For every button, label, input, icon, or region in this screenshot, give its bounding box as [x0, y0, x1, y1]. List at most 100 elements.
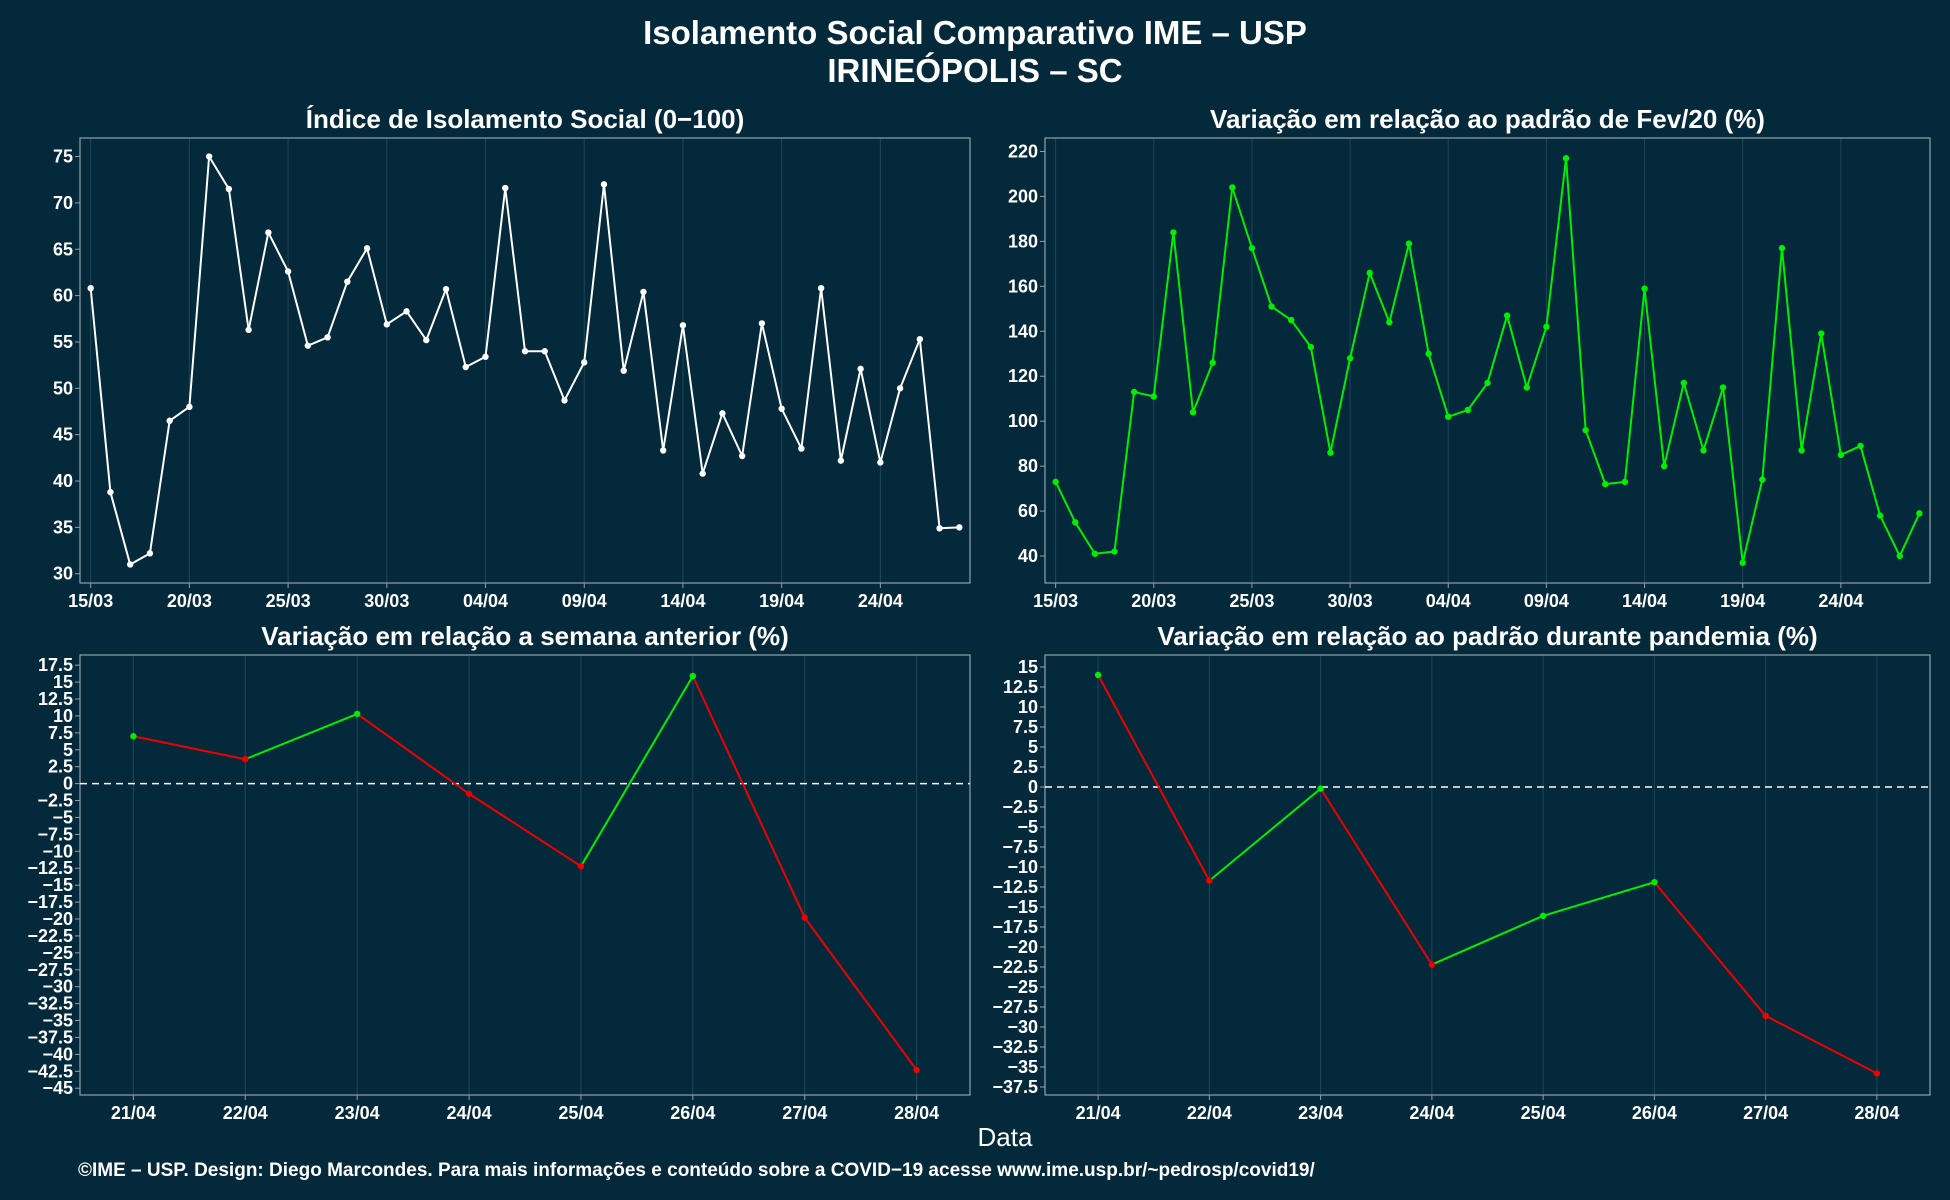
series-segment [939, 526, 960, 530]
data-point [916, 335, 924, 343]
data-point [1268, 303, 1275, 310]
series-segment [1840, 444, 1861, 456]
series-segment [227, 188, 250, 331]
series-segment [721, 412, 744, 457]
panel-2: Variação em relação ao padrão de Fev/20 … [1008, 104, 1931, 611]
y-tick-label: 75 [53, 147, 73, 167]
data-point [896, 385, 904, 392]
y-tick-label: −15 [1007, 897, 1038, 917]
series-segment [1467, 382, 1489, 411]
series-segment [133, 735, 246, 761]
data-point [482, 353, 489, 360]
footer-credits: ©IME – USP. Design: Diego Marcondes. Par… [78, 1160, 1315, 1181]
x-tick-label: 20/03 [167, 591, 212, 611]
series-segment [346, 247, 368, 283]
x-tick-label: 24/04 [858, 591, 903, 611]
series-segment [307, 336, 328, 347]
series-segment [1250, 247, 1273, 307]
data-point [738, 452, 746, 460]
series-segment [899, 338, 921, 389]
data-point [581, 359, 588, 366]
data-point [166, 417, 173, 424]
x-tick-label: 24/04 [1818, 591, 1863, 611]
y-tick-label: 35 [53, 517, 73, 537]
series-segment [1447, 408, 1469, 418]
x-tick-label: 25/04 [1521, 1103, 1566, 1123]
x-axis-caption: Data [978, 1122, 1033, 1152]
y-tick-label: −40 [42, 1044, 73, 1064]
y-tick-label: 140 [1008, 321, 1038, 341]
data-point [699, 470, 706, 477]
series-segment [1309, 346, 1332, 453]
data-point [1539, 912, 1547, 919]
series-segment [1898, 512, 1921, 557]
series-segment [1319, 788, 1433, 966]
data-point [130, 733, 137, 740]
series-segment [169, 406, 190, 422]
series-segment [1820, 333, 1842, 456]
data-point [1209, 359, 1216, 366]
data-point [719, 410, 726, 417]
series-segment [1653, 881, 1767, 1017]
y-tick-label: −22.5 [27, 926, 73, 946]
series-segment [267, 232, 289, 272]
series-segment [1486, 315, 1509, 384]
y-tick-label: 0 [1028, 777, 1038, 797]
data-point [146, 550, 154, 557]
data-point [242, 756, 249, 763]
series-segment [484, 187, 507, 357]
data-point [659, 447, 667, 454]
data-point [1778, 244, 1786, 252]
y-tick-label: 12.5 [1003, 677, 1038, 697]
x-tick-label: 26/04 [1632, 1103, 1677, 1123]
y-tick-label: −25 [1007, 977, 1038, 997]
y-tick-label: 65 [53, 239, 73, 259]
data-point [1660, 462, 1668, 470]
data-point [798, 445, 805, 452]
series-segment [247, 232, 270, 331]
x-tick-label: 22/04 [223, 1103, 268, 1123]
y-tick-label: −10 [42, 841, 73, 861]
data-point [1425, 350, 1432, 357]
plot-frame [79, 654, 971, 1096]
data-point [1523, 384, 1530, 391]
series-segment [1097, 674, 1211, 882]
series-segment [1329, 358, 1352, 453]
data-point [1346, 355, 1354, 362]
data-point [284, 268, 292, 275]
data-point [1837, 451, 1845, 459]
y-tick-label: −25 [42, 943, 73, 963]
y-tick-label: −2.5 [1002, 797, 1038, 817]
data-point [1428, 961, 1436, 968]
x-tick-label: 15/03 [1033, 591, 1078, 611]
data-point [1896, 552, 1903, 560]
y-tick-label: −32.5 [27, 994, 73, 1014]
series-segment [326, 281, 349, 338]
panel-title: Variação em relação ao padrão durante pa… [1157, 621, 1817, 651]
y-tick-label: 55 [53, 332, 73, 352]
series-segment [1780, 248, 1803, 451]
y-tick-label: −2.5 [37, 791, 73, 811]
x-tick-label: 28/04 [1854, 1103, 1899, 1123]
y-tick-label: −35 [42, 1011, 73, 1031]
y-tick-label: −20 [1007, 937, 1038, 957]
y-tick-label: 7.5 [48, 723, 73, 743]
data-point [1248, 244, 1256, 252]
data-point [1857, 442, 1864, 450]
y-tick-label: 15 [53, 672, 73, 692]
data-point [353, 710, 361, 718]
series-segment [1113, 391, 1136, 552]
series-segment [1152, 232, 1175, 397]
series-segment [662, 325, 684, 451]
series-segment [405, 310, 428, 341]
data-point [1366, 269, 1373, 277]
x-tick-label: 23/04 [335, 1103, 380, 1123]
series-segment [1192, 362, 1214, 413]
x-tick-label: 30/03 [1328, 591, 1373, 611]
y-tick-label: −37.5 [992, 1077, 1038, 1097]
series-segment [1074, 521, 1096, 555]
data-point [1170, 229, 1177, 236]
data-point [640, 288, 647, 296]
data-point [1762, 1012, 1769, 1019]
series-segment [1761, 248, 1783, 480]
